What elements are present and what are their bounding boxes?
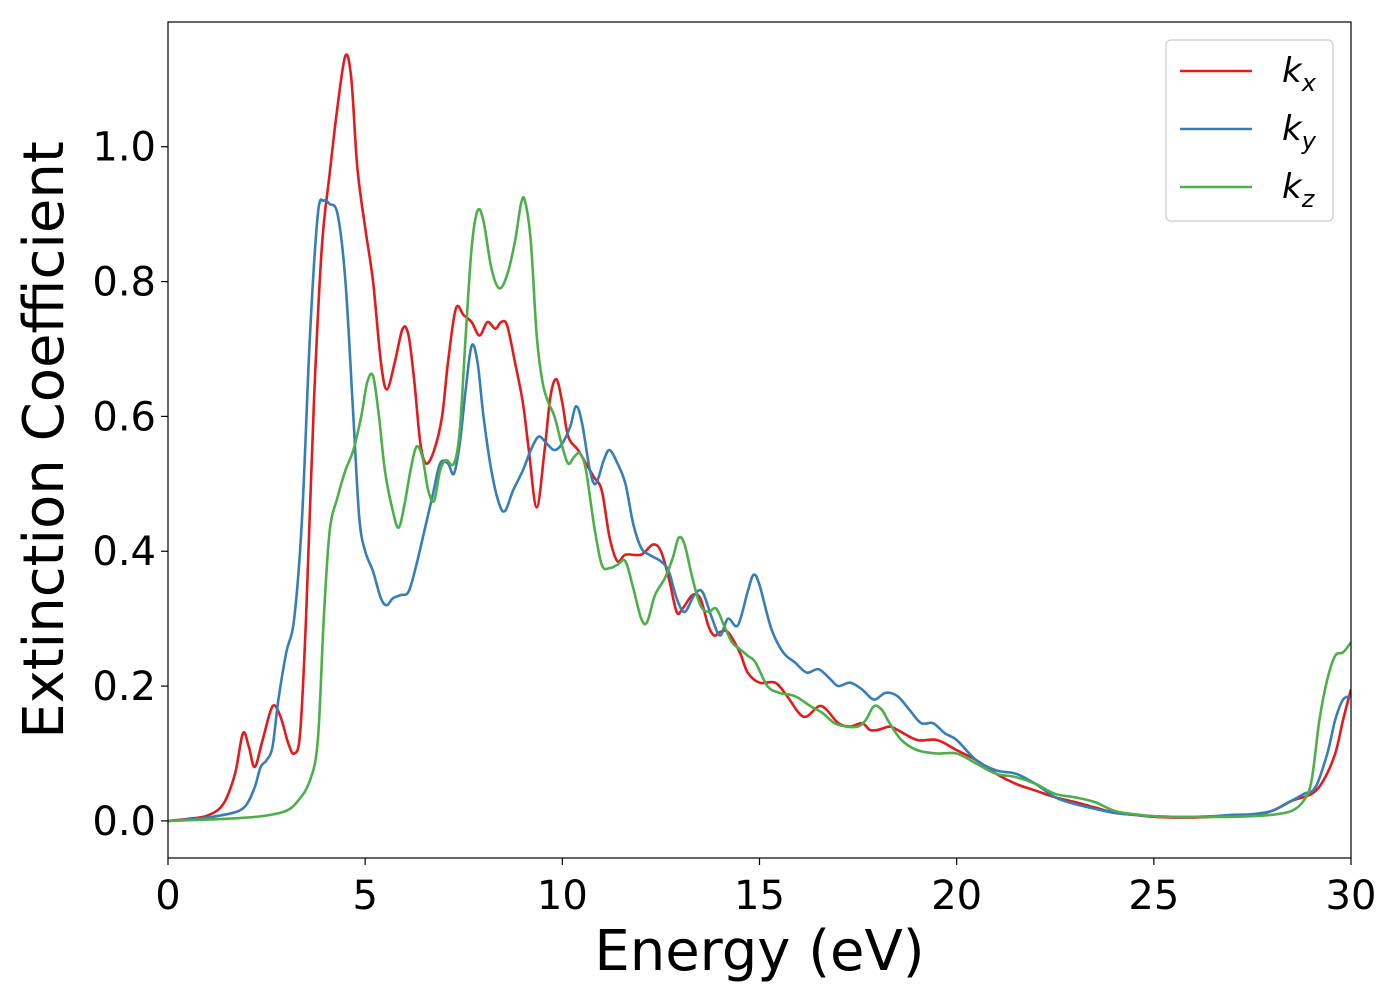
x-tick-label: 10 — [537, 873, 588, 919]
y-axis-label: Extinction Coefficient — [12, 141, 77, 739]
y-tick-label: 0.2 — [92, 664, 156, 710]
y-tick-label: 1.0 — [92, 125, 156, 171]
y-tick-label: 0.8 — [92, 260, 156, 306]
y-tick-label: 0.0 — [92, 799, 156, 845]
series-layer — [168, 53, 1351, 823]
series-line-k-z — [168, 195, 1351, 823]
y-tick-label: 0.6 — [92, 394, 156, 440]
x-tick-label: 25 — [1128, 873, 1179, 919]
x-tick-label: 0 — [155, 873, 180, 919]
x-tick-label: 30 — [1326, 873, 1377, 919]
y-tick-label: 0.4 — [92, 529, 156, 575]
y-axis-ticks: 0.0 0.2 0.4 0.6 0.8 1.0 — [92, 125, 168, 845]
x-tick-label: 20 — [931, 873, 982, 919]
x-tick-label: 15 — [734, 873, 785, 919]
series-line-k-y — [168, 198, 1351, 823]
x-tick-label: 5 — [352, 873, 377, 919]
legend-frame — [1165, 39, 1334, 222]
x-axis-label: Energy (eV) — [594, 919, 924, 984]
x-axis-ticks: 0 5 10 15 20 25 30 — [155, 858, 1376, 919]
